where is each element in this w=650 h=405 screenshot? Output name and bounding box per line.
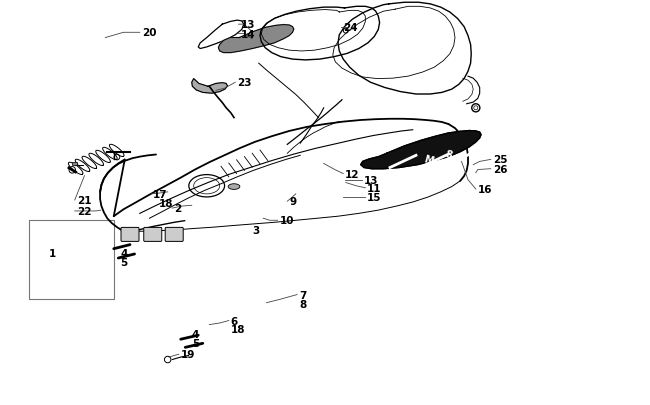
Text: 12: 12 xyxy=(344,169,359,179)
Text: 25: 25 xyxy=(493,155,507,165)
FancyBboxPatch shape xyxy=(144,228,162,242)
Text: 23: 23 xyxy=(237,78,252,88)
Text: 13: 13 xyxy=(240,20,255,30)
Text: 4: 4 xyxy=(120,248,127,258)
Text: 5: 5 xyxy=(120,258,127,267)
Polygon shape xyxy=(361,131,481,169)
Text: 7: 7 xyxy=(299,290,306,300)
FancyBboxPatch shape xyxy=(121,228,139,242)
Text: 6: 6 xyxy=(231,316,238,326)
Text: 3: 3 xyxy=(252,225,259,235)
Text: 13: 13 xyxy=(364,175,378,185)
Polygon shape xyxy=(192,79,228,94)
Text: 10: 10 xyxy=(280,216,294,226)
Text: 4: 4 xyxy=(192,329,199,339)
Text: 16: 16 xyxy=(478,185,492,194)
Bar xyxy=(72,163,77,166)
Text: 8: 8 xyxy=(299,300,306,309)
Text: 18: 18 xyxy=(159,198,174,208)
Text: 2: 2 xyxy=(174,204,181,213)
Text: 9: 9 xyxy=(289,197,296,207)
Ellipse shape xyxy=(228,184,240,190)
Text: 1: 1 xyxy=(49,248,56,258)
Text: 15: 15 xyxy=(367,193,382,202)
FancyBboxPatch shape xyxy=(165,228,183,242)
Polygon shape xyxy=(218,26,294,53)
Text: 17: 17 xyxy=(153,190,168,199)
Text: 19: 19 xyxy=(181,350,195,359)
Text: 11: 11 xyxy=(367,183,382,193)
Text: 14: 14 xyxy=(240,30,255,39)
Text: 5: 5 xyxy=(192,339,199,348)
Text: 21: 21 xyxy=(77,196,91,205)
Text: 20: 20 xyxy=(142,28,156,38)
Text: M: M xyxy=(423,154,435,166)
Text: 18: 18 xyxy=(231,324,245,334)
Text: 22: 22 xyxy=(77,207,91,216)
Text: 8: 8 xyxy=(444,149,453,160)
Text: 26: 26 xyxy=(493,164,507,174)
Text: 24: 24 xyxy=(343,23,358,32)
